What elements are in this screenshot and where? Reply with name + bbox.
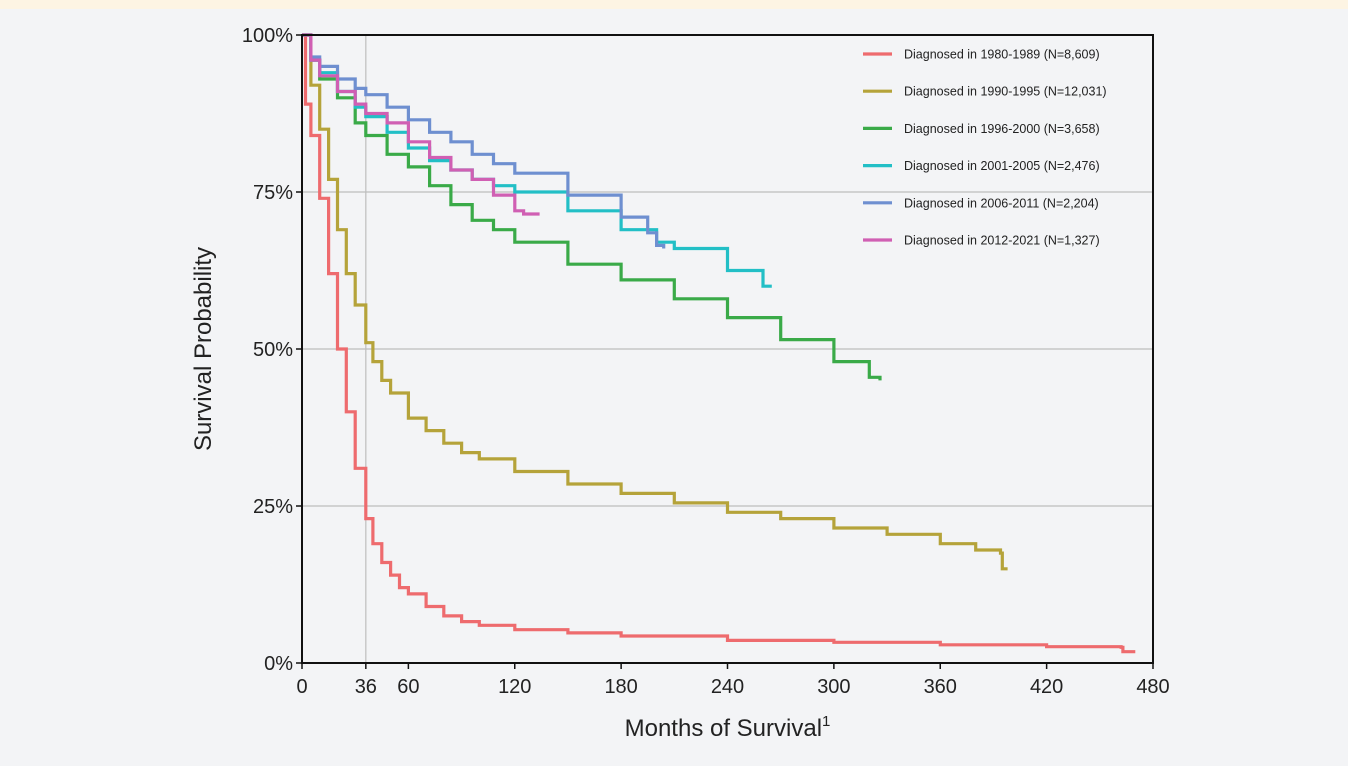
x-axis-title-superscript: 1 <box>822 713 830 730</box>
x-tick-label: 240 <box>711 676 744 698</box>
legend-label-3: Diagnosed in 2001-2005 (N=2,476) <box>904 159 1100 173</box>
y-tick-label: 75% <box>253 182 293 204</box>
x-tick-label: 60 <box>397 676 419 698</box>
y-axis-ticks: 0% 25% 50% 75% 100% <box>242 25 302 675</box>
series-line-5 <box>302 33 540 216</box>
series-line-2 <box>302 33 882 381</box>
x-tick-label: 420 <box>1030 676 1063 698</box>
x-tick-label: 36 <box>355 676 377 698</box>
x-tick-label: 120 <box>498 676 531 698</box>
legend-label-2: Diagnosed in 1996-2000 (N=3,658) <box>904 122 1100 136</box>
legend-label-1: Diagnosed in 1990-1995 (N=12,031) <box>904 85 1107 99</box>
x-axis-title: Months of Survival1 <box>625 713 831 742</box>
x-tick-label: 480 <box>1136 676 1169 698</box>
series-line-1 <box>302 33 1008 571</box>
y-tick-label: 50% <box>253 339 293 361</box>
legend-label-5: Diagnosed in 2012-2021 (N=1,327) <box>904 234 1100 248</box>
series-line-4 <box>302 33 666 249</box>
x-tick-label: 0 <box>296 676 307 698</box>
y-tick-label: 100% <box>242 25 293 47</box>
x-tick-label: 360 <box>924 676 957 698</box>
x-tick-label: 300 <box>817 676 850 698</box>
series-lines <box>302 33 1136 654</box>
x-tick-label: 180 <box>604 676 637 698</box>
legend-label-0: Diagnosed in 1980-1989 (N=8,609) <box>904 48 1100 62</box>
series-line-0 <box>302 33 1136 654</box>
y-axis-title: Survival Probability <box>190 247 217 451</box>
series-line-3 <box>302 33 772 288</box>
top-banner-strip <box>0 0 1348 9</box>
y-tick-label: 0% <box>264 653 293 675</box>
y-tick-label: 25% <box>253 496 293 518</box>
x-axis-title-text: Months of Survival <box>625 715 822 742</box>
legend-label-4: Diagnosed in 2006-2011 (N=2,204) <box>904 196 1099 210</box>
x-axis-ticks: 0 36 60 120 180 240 300 360 420 480 <box>296 663 1170 698</box>
legend: Diagnosed in 1980-1989 (N=8,609) Diagnose… <box>863 48 1107 248</box>
